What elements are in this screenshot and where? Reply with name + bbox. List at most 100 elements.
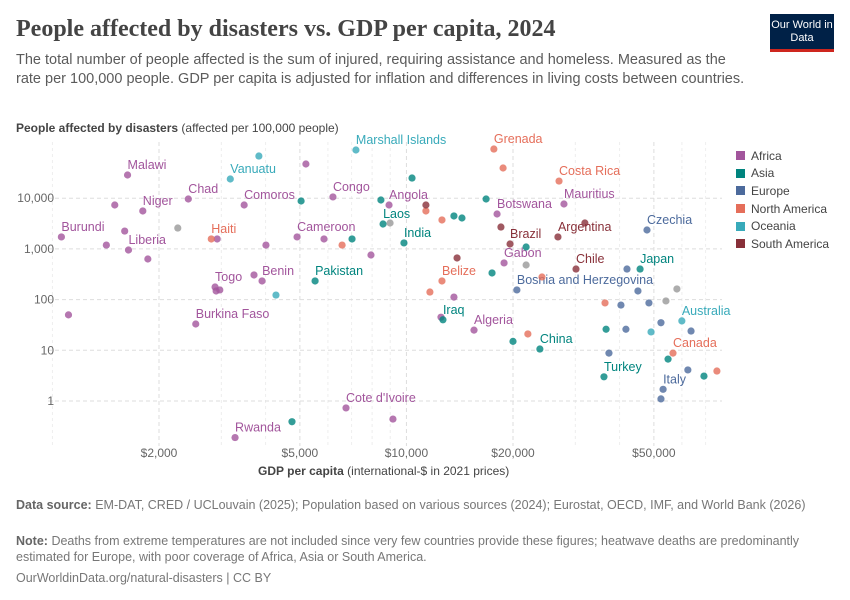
point-label: Mauritius [564,187,615,201]
point-label: Togo [215,270,242,284]
point-label: Grenada [494,132,543,146]
legend-label: Asia [751,166,775,181]
data-point [647,328,655,336]
owid-logo[interactable]: Our World in Data [770,14,834,52]
data-point [555,177,563,185]
point-label: Gabon [504,246,542,260]
y-tick-label: 100 [34,293,54,307]
point-label: Australia [682,304,731,318]
data-point [450,293,458,301]
note-label: Note: [16,534,48,548]
point-label: Pakistan [315,264,363,278]
data-point [664,355,672,363]
data-point [139,207,147,215]
y-tick-label: 10,000 [17,191,54,205]
data-point [302,160,310,168]
data-point [522,243,530,251]
legend-item[interactable]: South America [736,235,829,253]
data-point [329,193,337,201]
legend-item[interactable]: Africa [736,147,829,165]
legend-swatch [736,221,745,231]
data-point [367,251,375,259]
point-label: Burundi [61,220,104,234]
point-label: Chad [188,182,218,196]
data-point [123,171,132,179]
point-label: Belize [442,264,476,278]
point-label: Vanuatu [230,162,276,176]
point-label: Laos [383,207,410,221]
data-point [121,227,129,235]
y-axis-title-main: People affected by disasters [16,121,179,135]
legend-label: Oceania [751,219,796,234]
x-axis-title-main: GDP per capita [258,464,344,478]
chart-subtitle: The total number of people affected is t… [16,52,745,87]
point-label: Liberia [128,233,166,247]
data-point [213,235,221,243]
data-point [509,337,517,345]
point-label: Cameroon [297,220,355,234]
data-point [111,201,119,209]
point-label: Rwanda [235,421,281,435]
source-label: Data source: [16,498,92,512]
data-point [713,367,721,375]
data-point [623,265,631,273]
data-point [207,235,215,243]
legend-item[interactable]: North America [736,200,829,218]
y-tick-label: 1 [47,394,54,408]
data-point [288,418,296,426]
data-point [662,297,670,305]
point-label: China [540,332,573,346]
data-point [490,145,498,153]
y-axis-title: People affected by disasters (affected p… [16,121,339,135]
x-tick-label: $5,000 [282,446,319,460]
point-label: Comoros [244,188,295,202]
data-point [659,385,667,393]
data-point [348,235,356,243]
point-label: Haiti [211,222,236,236]
data-point [64,311,73,319]
data-source: Data source: EM-DAT, CRED / UCLouvain (2… [16,497,816,513]
point-label: Canada [673,336,717,350]
legend-swatch [736,204,745,214]
data-point [297,197,305,205]
data-point [554,233,562,241]
data-point [408,174,416,182]
data-point [506,240,514,248]
data-point [438,216,446,224]
data-point [488,269,496,277]
data-point [240,201,248,209]
footer-url[interactable]: OurWorldinData.org/natural-disasters | C… [16,571,272,585]
data-point [422,207,430,215]
data-point [636,265,644,273]
data-point [634,287,642,295]
data-point [439,316,447,324]
data-point [572,265,580,273]
legend-item[interactable]: Asia [736,165,829,183]
legend-swatch [736,151,745,161]
point-label: Algeria [474,313,513,327]
x-tick-label: $20,000 [491,446,535,460]
point-label: Benin [262,264,294,278]
data-point [174,224,182,232]
data-point [124,246,133,254]
point-label: India [404,226,431,240]
point-label: Argentina [558,220,612,234]
data-point [673,285,681,293]
data-point [601,299,609,307]
point-label: Chile [576,252,605,266]
data-point [669,349,677,357]
data-point [226,175,234,183]
data-point [581,219,589,227]
point-label: Japan [640,252,674,266]
legend-label: South America [751,236,830,251]
data-point [216,286,224,294]
legend-item[interactable]: Oceania [736,217,829,235]
data-point [57,233,65,241]
point-label: Congo [333,180,370,194]
legend-item[interactable]: Europe [736,182,829,200]
data-point [538,273,546,281]
data-point [377,196,385,204]
data-point [389,415,397,423]
data-point [262,241,270,249]
data-point [102,241,110,249]
